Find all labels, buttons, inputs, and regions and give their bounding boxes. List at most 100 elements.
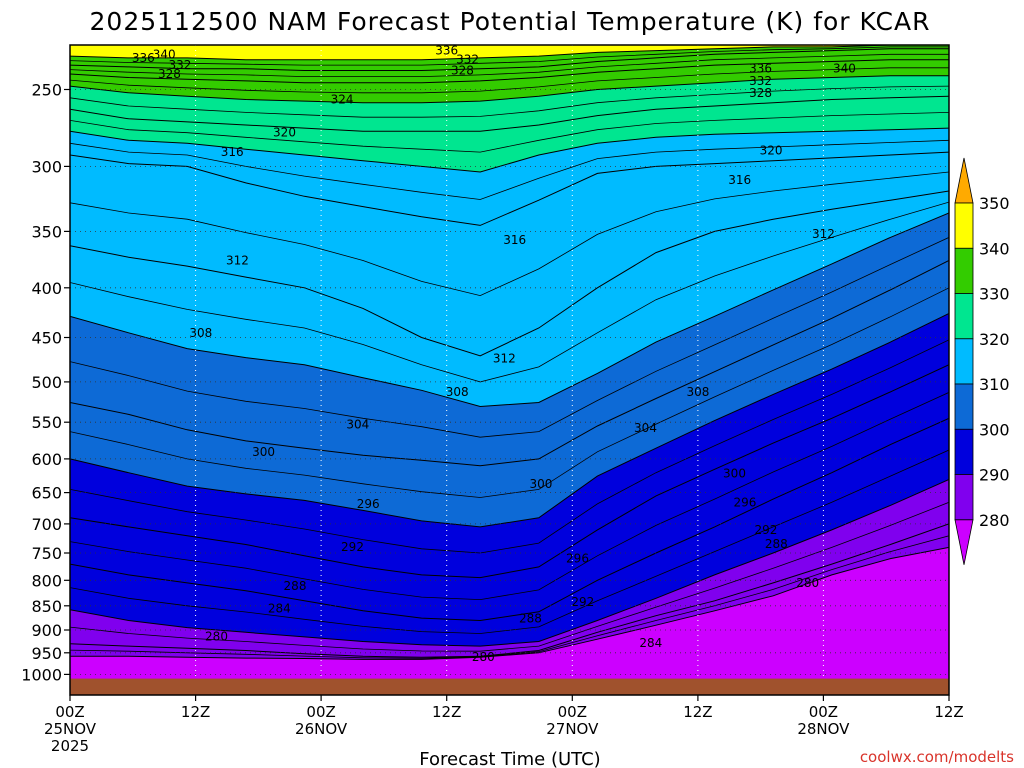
ground-surface — [70, 678, 949, 695]
y-tick-label: 300 — [31, 157, 62, 176]
contour-label: 284 — [268, 601, 291, 615]
contour-label: 328 — [158, 67, 181, 81]
contour-label: 328 — [749, 86, 772, 100]
contour-label: 328 — [451, 64, 474, 78]
contour-label: 312 — [812, 227, 835, 241]
isentrope-322 — [70, 112, 949, 153]
colorbar-label: 340 — [979, 239, 1010, 258]
contour-label: 292 — [571, 595, 594, 609]
contour-label: 340 — [833, 62, 856, 76]
x-tick-label: 00Z — [809, 703, 838, 721]
colorbar-band-320 — [954, 293, 974, 340]
isentrope-284 — [70, 523, 949, 658]
contour-label: 316 — [503, 233, 526, 247]
x-tick-label: 00Z — [558, 703, 587, 721]
isentrope-318 — [70, 139, 949, 200]
colorbar-label: 290 — [979, 466, 1010, 485]
colorbar-label: 350 — [979, 194, 1010, 213]
x-tick-label: 00Z — [306, 703, 335, 721]
plot-frame — [69, 44, 950, 696]
isentrope-300 — [70, 312, 949, 528]
isentrope-290 — [70, 449, 949, 634]
contour-label: 300 — [529, 477, 552, 491]
y-tick-label: 400 — [31, 279, 62, 298]
isentrope-302 — [70, 287, 949, 498]
contour-label: 296 — [733, 495, 756, 509]
contour-label: 324 — [331, 93, 354, 107]
isentrope-306 — [70, 237, 949, 438]
isentrope-lines — [70, 45, 949, 660]
y-tick-label: 450 — [31, 329, 62, 348]
isentrope-340 — [70, 45, 949, 61]
isentrope-338 — [70, 46, 949, 66]
contour-label: 336 — [435, 44, 458, 58]
credit-link[interactable]: coolwx.com/modelts — [860, 748, 1014, 766]
contour-label: 300 — [723, 466, 746, 480]
contour-label: 320 — [760, 144, 783, 158]
colorbar-arrow-top — [954, 157, 974, 204]
isentrope-324 — [70, 95, 949, 132]
isentrope-326 — [70, 85, 949, 118]
y-tick-label: 750 — [31, 544, 62, 563]
contour-label: 296 — [566, 552, 589, 566]
isentrope-316 — [70, 151, 949, 226]
y-tick-label: 550 — [31, 413, 62, 432]
contour-label: 292 — [341, 540, 364, 554]
contour-label: 332 — [456, 53, 479, 67]
colorbar-band-290 — [954, 428, 974, 475]
contour-label: 340 — [153, 47, 176, 61]
isentrope-334 — [70, 53, 949, 77]
contour-label: 308 — [446, 385, 469, 399]
contour-label: 336 — [132, 51, 155, 65]
isentrope-292 — [70, 417, 949, 622]
contour-label: 332 — [749, 74, 772, 88]
contour-label: 296 — [357, 497, 380, 511]
contour-label: 300 — [252, 445, 275, 459]
x-tick-label: 12Z — [934, 703, 963, 721]
colorbar-label: 320 — [979, 330, 1010, 349]
isentrope-286 — [70, 501, 949, 652]
contour-label: 308 — [686, 385, 709, 399]
x-date-label: 27NOV — [546, 720, 599, 738]
x-date-label: 28NOV — [797, 720, 850, 738]
contour-label: 288 — [519, 612, 542, 626]
isentrope-308 — [70, 212, 949, 408]
colorbar-band-280 — [954, 474, 974, 521]
colorbar-band-310 — [954, 338, 974, 385]
contour-label: 292 — [754, 523, 777, 537]
y-tick-label: 600 — [31, 450, 62, 469]
grid-lines — [70, 45, 949, 695]
isentrope-296 — [70, 364, 949, 579]
contour-label: 280 — [796, 576, 819, 590]
contour-label: 320 — [273, 126, 296, 140]
y-tick-label: 1000 — [21, 665, 62, 684]
y-tick-label: 650 — [31, 484, 62, 503]
contour-label: 304 — [346, 417, 369, 431]
x-year-label: 2025 — [51, 737, 89, 755]
contour-label: 312 — [226, 254, 249, 268]
isentrope-310 — [70, 201, 949, 383]
isentrope-332 — [70, 59, 949, 84]
isentrope-282 — [70, 535, 949, 659]
x-tick-label: 12Z — [432, 703, 461, 721]
contour-label: 316 — [728, 173, 751, 187]
contour-label: 280 — [205, 630, 228, 644]
colorbar-label: 310 — [979, 375, 1010, 394]
isentrope-280 — [70, 546, 949, 660]
isentrope-312 — [70, 190, 949, 357]
y-tick-label: 850 — [31, 597, 62, 616]
colorbar-band-330 — [954, 247, 974, 295]
contour-label: 316 — [221, 145, 244, 159]
contour-label: 332 — [168, 58, 191, 72]
x-tick-label: 12Z — [181, 703, 210, 721]
x-axis-label: Forecast Time (UTC) — [419, 749, 600, 768]
x-tick-label: 12Z — [683, 703, 712, 721]
contour-label: 304 — [634, 421, 657, 435]
colorbar-label: 330 — [979, 285, 1010, 304]
contour-label: 288 — [284, 579, 307, 593]
y-tick-label: 900 — [31, 621, 62, 640]
isentrope-314 — [70, 171, 949, 297]
colorbar-arrow-bottom — [954, 519, 974, 565]
